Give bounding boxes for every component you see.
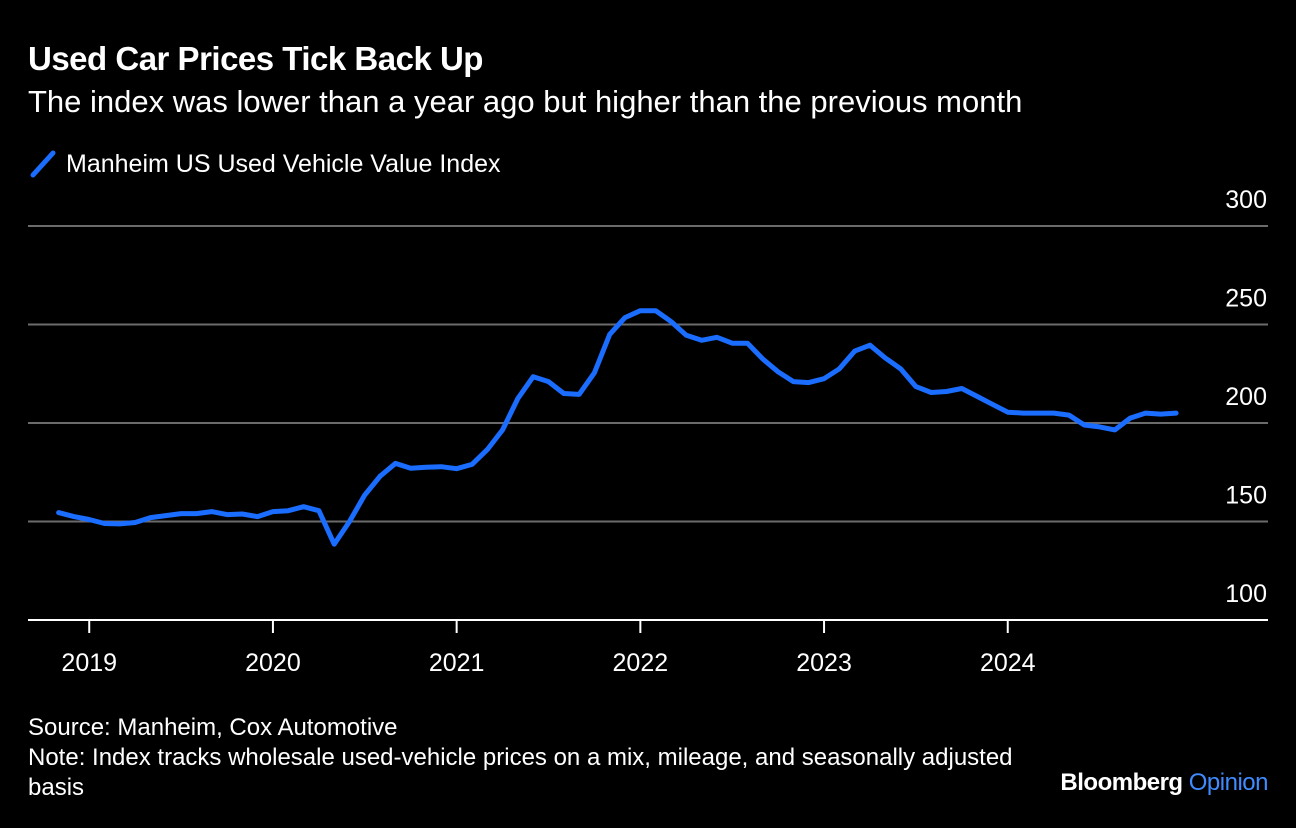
gridlines	[28, 225, 1268, 523]
line-chart: 100 150 200 250 300 2019 2020 2021 2022 2023 2024	[28, 186, 1268, 677]
y-tick-label-200: 200	[1225, 383, 1267, 411]
brand-logo: Bloomberg Opinion	[1060, 769, 1268, 797]
legend-label: Manheim US Used Vehicle Value Index	[66, 149, 501, 178]
methodology-note: Note: Index tracks wholesale used-vehicl…	[28, 744, 1013, 801]
brand-product: Opinion	[1188, 769, 1269, 796]
x-tick-label-2019: 2019	[61, 649, 117, 677]
series	[56, 308, 1179, 547]
chart-title: Used Car Prices Tick Back Up	[28, 40, 483, 77]
y-tick-label-150: 150	[1225, 482, 1267, 510]
x-tick-label-2022: 2022	[613, 649, 669, 677]
x-tick-label-2021: 2021	[429, 649, 485, 677]
x-tick-label-2024: 2024	[980, 649, 1036, 677]
y-axis-tick-labels: 100 150 200 250 300	[1225, 186, 1267, 608]
source-note: Source: Manheim, Cox Automotive	[28, 714, 398, 741]
chart-subtitle: The index was lower than a year ago but …	[28, 84, 1023, 119]
y-tick-label-250: 250	[1225, 285, 1267, 313]
y-tick-label-300: 300	[1225, 186, 1267, 214]
legend-swatch-icon	[30, 150, 56, 178]
x-axis: 2019 2020 2021 2022 2023 2024	[28, 619, 1268, 677]
series-line-0	[56, 308, 1179, 547]
x-tick-label-2020: 2020	[245, 649, 301, 677]
brand-name: Bloomberg	[1060, 769, 1183, 796]
y-tick-label-100: 100	[1225, 580, 1267, 608]
legend: Manheim US Used Vehicle Value Index	[28, 147, 501, 181]
x-tick-label-2023: 2023	[796, 649, 852, 677]
